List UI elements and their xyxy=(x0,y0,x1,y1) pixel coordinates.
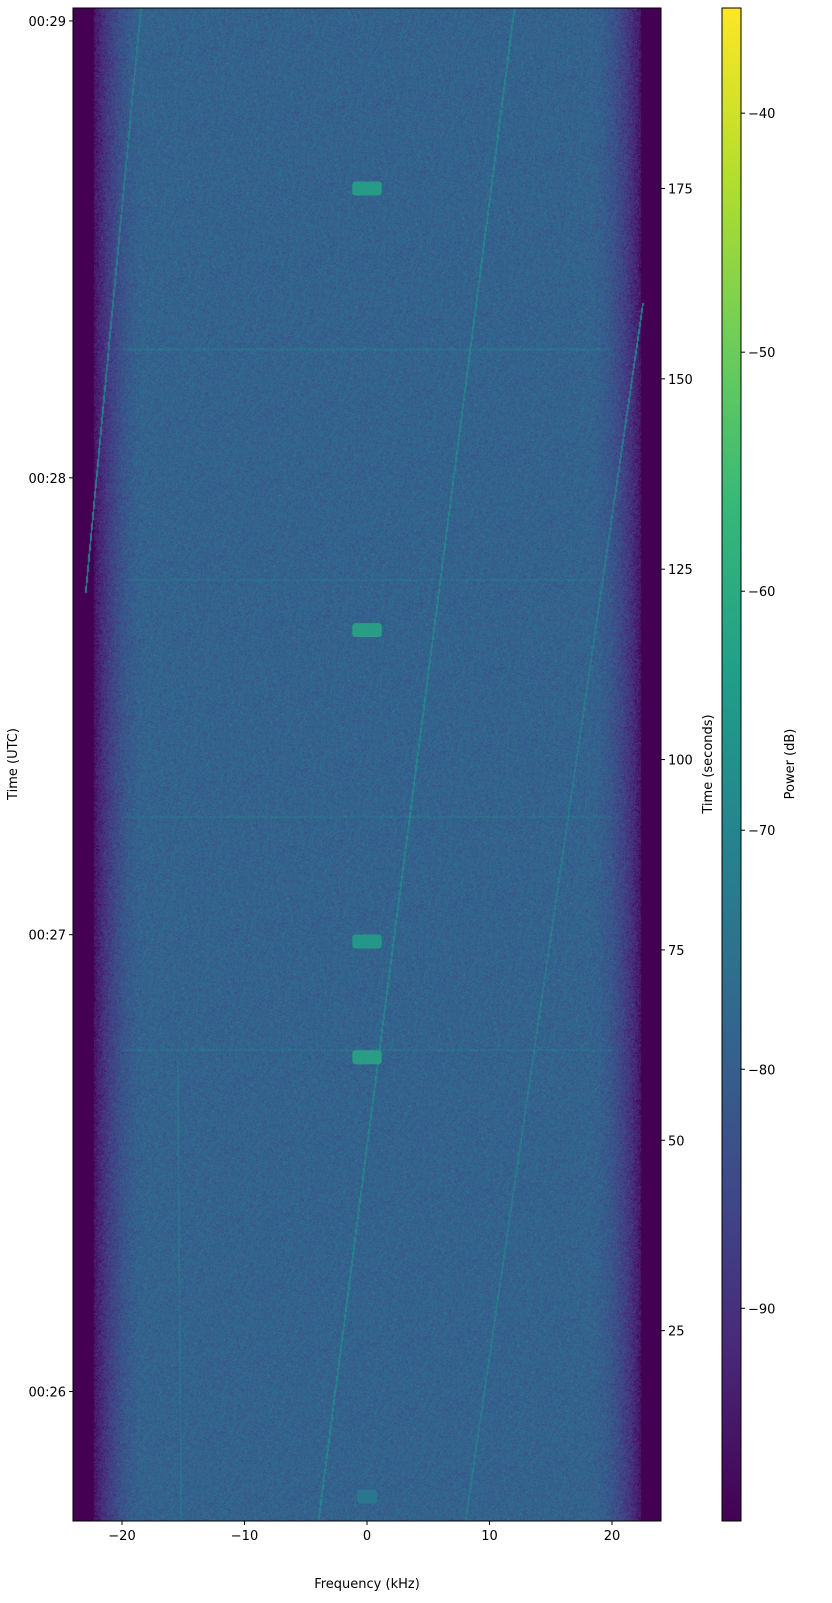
colorbar-axis: −40 −50 −60 −70 −80 −90 xyxy=(741,107,775,1317)
colorbar xyxy=(721,7,742,1522)
bursts-layer xyxy=(352,181,382,1504)
colorbar-label: Power (dB) xyxy=(783,729,798,800)
y-left-tick-label: 00:27 xyxy=(29,929,66,944)
y-right-tick-label: 125 xyxy=(668,563,693,578)
y-right-tick-label: 50 xyxy=(668,1134,685,1149)
colorbar-tick-label: −40 xyxy=(748,107,775,122)
colorbar-tick-label: −80 xyxy=(748,1063,775,1078)
y-right-tick-label: 25 xyxy=(668,1325,685,1340)
plot-frame xyxy=(72,7,662,1522)
colorbar-tick-label: −50 xyxy=(748,346,775,361)
y-axis-left: 00:26 00:27 00:28 00:29 xyxy=(29,15,73,1401)
x-tick-label: −20 xyxy=(108,1529,135,1544)
y-left-tick-label: 00:28 xyxy=(29,472,66,487)
signal-burst xyxy=(357,1489,377,1504)
x-tick-label: 10 xyxy=(481,1529,498,1544)
x-axis-label: Frequency (kHz) xyxy=(314,1577,420,1592)
signal-burst xyxy=(352,1050,382,1065)
y-left-tick-label: 00:29 xyxy=(29,15,66,30)
x-axis: −20 −10 0 10 20 xyxy=(108,1521,620,1544)
signal-burst xyxy=(352,181,382,196)
x-tick-label: −10 xyxy=(231,1529,258,1544)
x-tick-label: 0 xyxy=(363,1529,371,1544)
signal-burst xyxy=(352,623,382,638)
signal-burst xyxy=(352,934,382,949)
colorbar-tick-label: −60 xyxy=(748,585,775,600)
y-right-tick-label: 175 xyxy=(668,182,693,197)
x-tick-label: 20 xyxy=(604,1529,621,1544)
y-axis-right: 25 50 75 100 125 150 175 xyxy=(661,182,693,1340)
colorbar-tick-label: −90 xyxy=(748,1302,775,1317)
colorbar-tick-label: −70 xyxy=(748,824,775,839)
y-axis-left-label: Time (UTC) xyxy=(6,728,21,801)
y-axis-right-label: Time (seconds) xyxy=(701,714,716,814)
y-left-tick-label: 00:26 xyxy=(29,1386,66,1401)
y-right-tick-label: 150 xyxy=(668,373,693,388)
y-right-tick-label: 75 xyxy=(668,944,685,959)
spectrogram-image xyxy=(73,8,661,1521)
y-right-tick-label: 100 xyxy=(668,754,693,769)
